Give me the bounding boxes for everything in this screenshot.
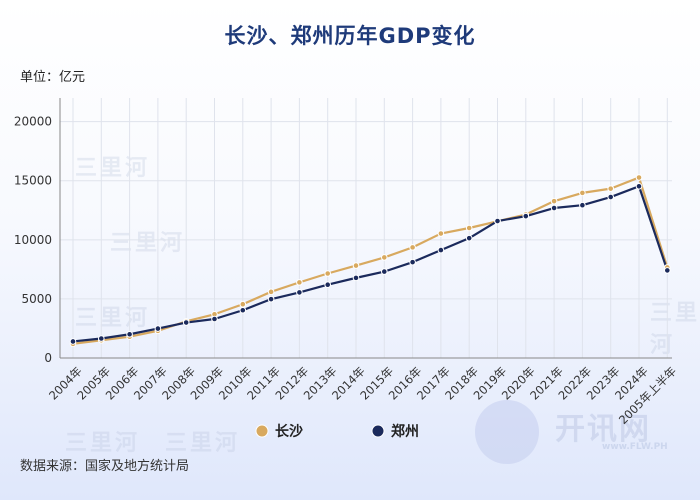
legend-label: 长沙 [275,423,303,440]
series-line-0 [72,176,669,345]
data-point [381,254,388,261]
data-point [352,262,360,269]
data-point [635,182,643,190]
y-tick-label: 0 [44,351,52,365]
data-point [635,174,643,181]
y-tick-label: 15000 [14,174,52,188]
watermark: 三里河 [75,156,151,181]
chart-title: 长沙、郑州历年GDP变化 [224,24,476,48]
data-point [98,335,105,342]
series-line-1 [72,185,669,343]
data-point [494,217,501,225]
y-tick-label: 20000 [14,115,52,129]
data-point [664,267,671,274]
data-point [296,279,303,286]
legend: 长沙 郑州 [255,423,419,440]
watermark: 三里河 [165,431,241,456]
data-point [550,197,558,205]
legend-marker [255,424,269,438]
grid-layer [60,98,672,359]
data-point [550,204,558,212]
watermark: 三里河 [650,301,700,358]
data-point [154,325,162,332]
data-point [239,306,247,314]
legend-marker [371,424,385,438]
data-point [437,246,445,254]
watermark: 三里河 [75,306,151,331]
data-point [211,315,218,323]
axis-layer: 050001000015000200002004年2005年2006年2007年… [14,98,679,427]
data-point [437,230,445,237]
y-tick-label: 10000 [14,233,52,247]
logo-emblem-icon [475,400,539,464]
watermark: 三里河 [110,231,186,256]
source-label: 数据来源：国家及地方统计局 [20,459,190,474]
data-point [239,300,247,308]
watermark: 三里河 [65,431,141,456]
data-point [607,193,615,201]
data-point [409,244,416,251]
data-point [522,212,530,220]
data-point [579,201,586,209]
data-point [267,288,275,296]
data-point [324,270,332,277]
data-point [126,330,133,338]
data-point [409,258,416,266]
data-point [607,185,615,192]
data-point [352,274,360,282]
series-layer [69,174,671,348]
data-point [324,281,332,289]
legend-label: 郑州 [391,423,419,440]
data-point [296,289,303,296]
data-point [465,234,473,242]
logo-url: www.FLW.PH [602,442,668,452]
unit-label: 单位：亿元 [20,70,86,85]
data-point [267,295,275,303]
data-point [579,189,586,197]
y-tick-label: 5000 [21,292,52,306]
logo-text: 开讯网 [555,412,651,447]
data-point [465,224,473,232]
data-point [381,268,388,275]
data-point [69,338,77,345]
data-point [182,319,190,326]
